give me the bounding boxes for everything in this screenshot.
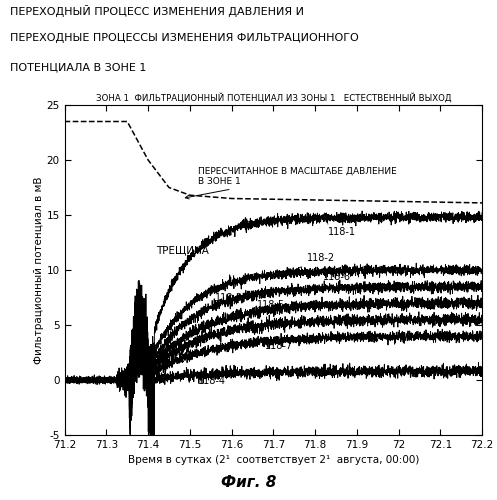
Text: ТРЕЩИНА: ТРЕЩИНА: [157, 246, 209, 256]
Text: ПЕРЕХОДНЫЕ ПРОЦЕССЫ ИЗМЕНЕНИЯ ФИЛЬТРАЦИОННОГО: ПЕРЕХОДНЫЕ ПРОЦЕССЫ ИЗМЕНЕНИЯ ФИЛЬТРАЦИО…: [10, 34, 359, 43]
Text: 118-6: 118-6: [324, 272, 351, 282]
Title: ЗОНА 1  ФИЛЬТРАЦИОННЫЙ ПОТЕНЦИАЛ ИЗ ЗОНЫ 1   ЕСТЕСТВЕННЫЙ ВЫХОД: ЗОНА 1 ФИЛЬТРАЦИОННЫЙ ПОТЕНЦИАЛ ИЗ ЗОНЫ …: [95, 93, 451, 103]
Text: 118-5: 118-5: [256, 300, 285, 310]
X-axis label: Время в сутках (2¹  соответствует 2¹  августа, 00:00): Время в сутках (2¹ соответствует 2¹ авгу…: [128, 456, 419, 466]
Text: 118-7: 118-7: [265, 341, 293, 351]
Text: ПЕРЕХОДНЫЙ ПРОЦЕСС ИЗМЕНЕНИЯ ДАВЛЕНИЯ И: ПЕРЕХОДНЫЙ ПРОЦЕСС ИЗМЕНЕНИЯ ДАВЛЕНИЯ И: [10, 4, 304, 16]
Text: 118-3: 118-3: [215, 293, 243, 303]
Y-axis label: Фильтрационный потенциал в мВ: Фильтрационный потенциал в мВ: [34, 176, 44, 364]
Text: 118-2: 118-2: [297, 253, 335, 269]
Text: ПОТЕНЦИАЛА В ЗОНЕ 1: ПОТЕНЦИАЛА В ЗОНЕ 1: [10, 62, 146, 72]
Text: 118-4: 118-4: [198, 376, 226, 386]
Text: ПЕРЕСЧИТАННОЕ В МАСШТАБЕ ДАВЛЕНИЕ
В ЗОНЕ 1: ПЕРЕСЧИТАННОЕ В МАСШТАБЕ ДАВЛЕНИЕ В ЗОНЕ…: [185, 167, 397, 199]
Text: 118-1: 118-1: [328, 224, 356, 237]
Text: Фиг. 8: Фиг. 8: [221, 475, 276, 490]
